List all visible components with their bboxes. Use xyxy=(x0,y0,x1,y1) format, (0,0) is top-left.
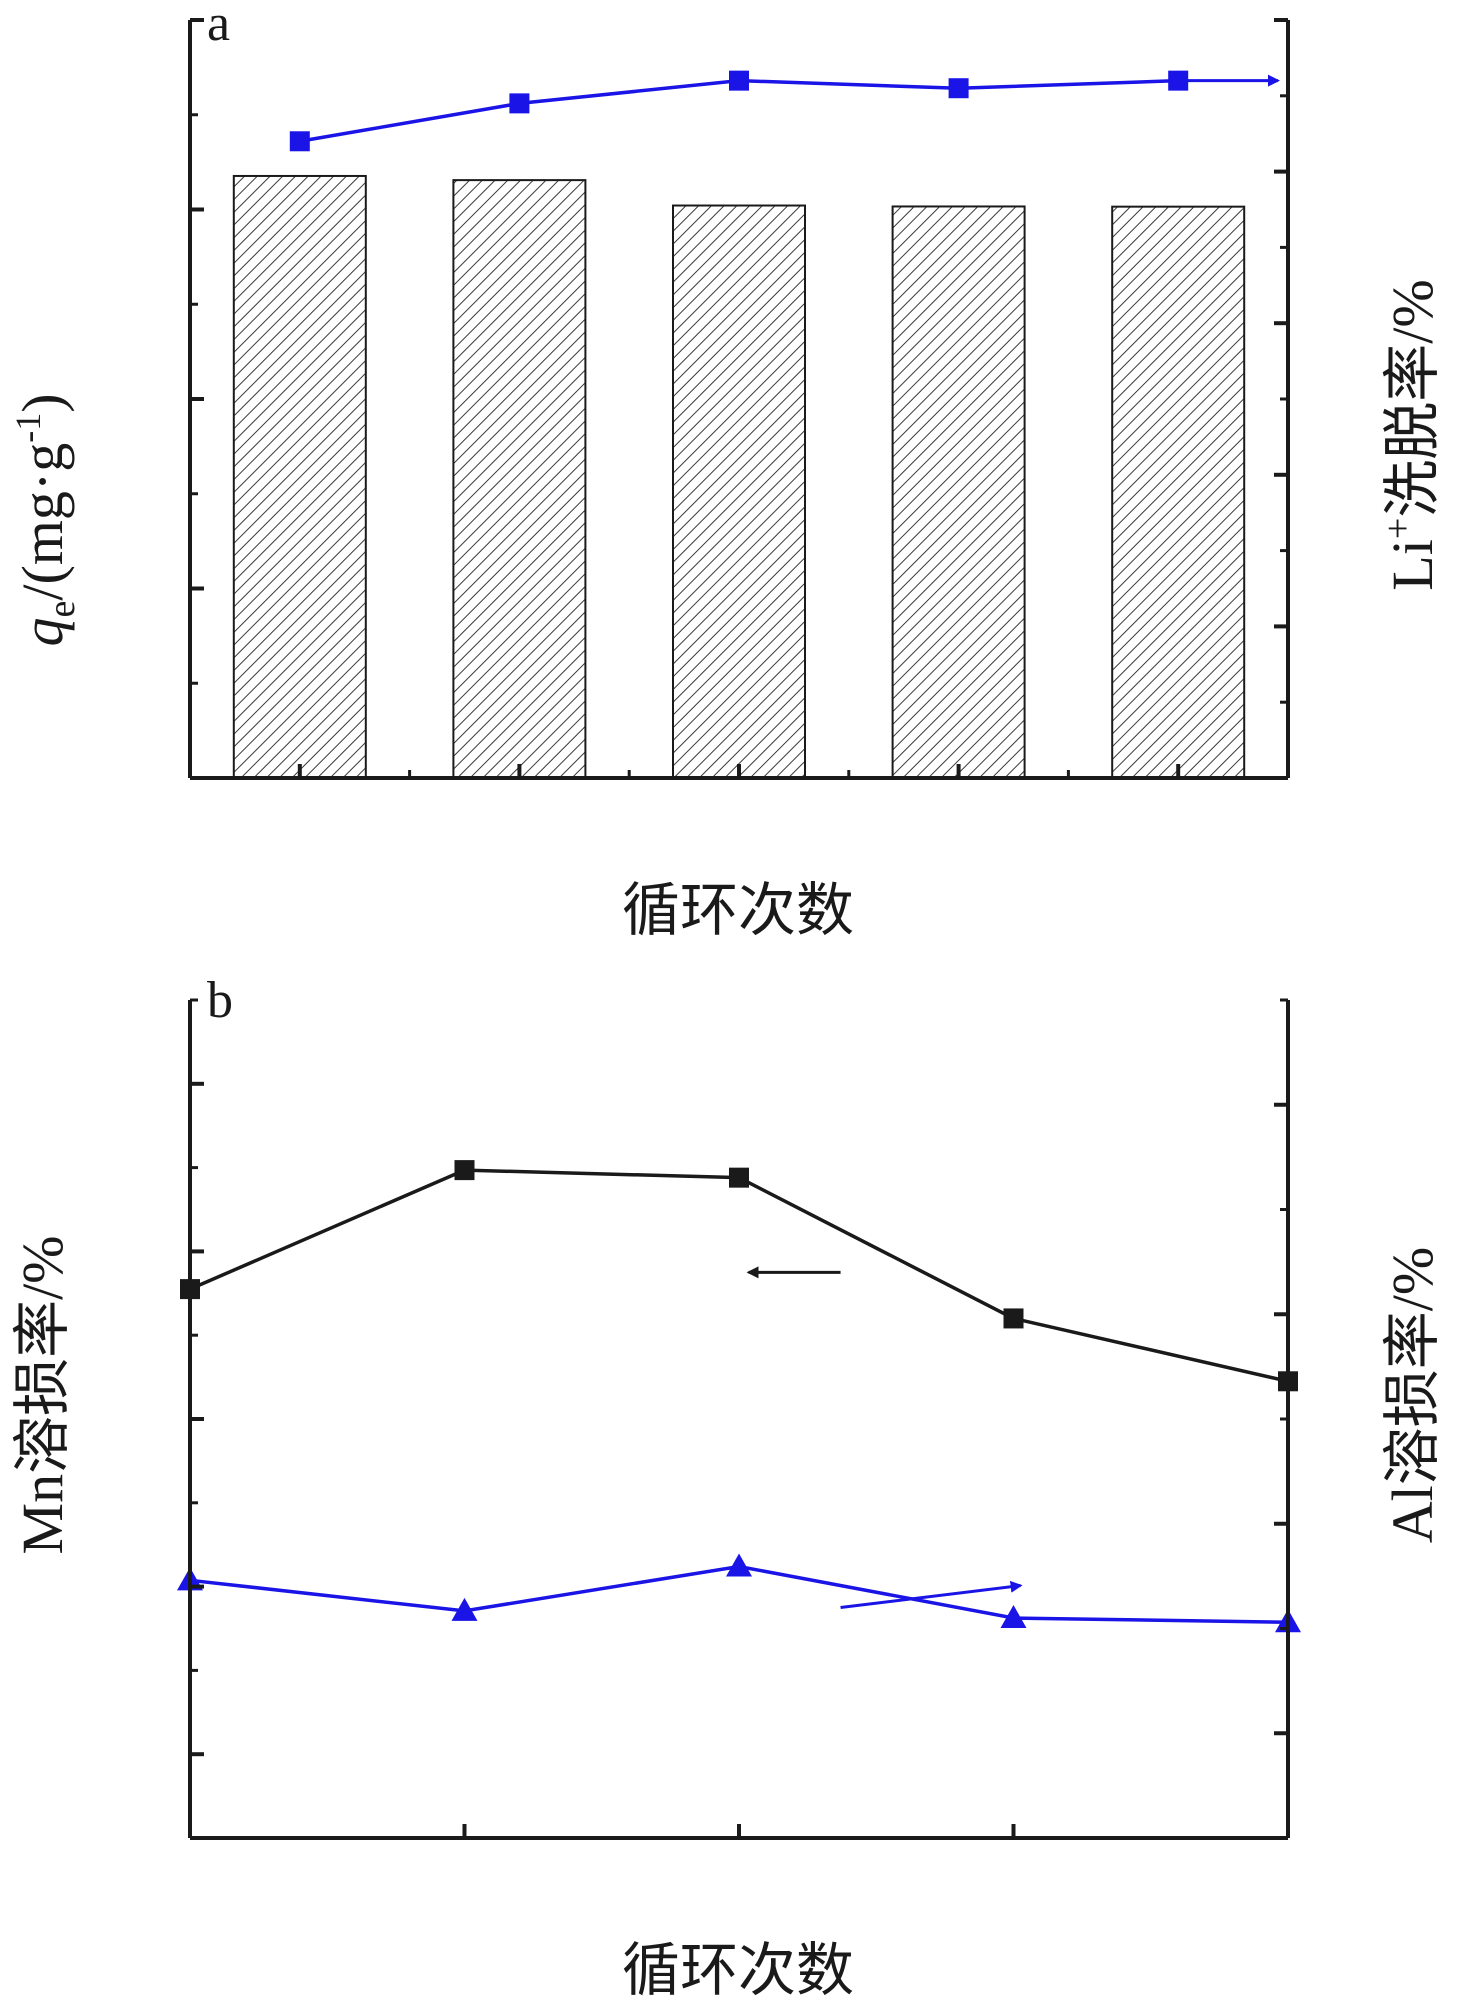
ylabel-left-unit-end: ) xyxy=(10,393,75,412)
ylabel-right-sup: + xyxy=(1377,518,1419,539)
ylabel-right-prefix: Li xyxy=(1380,539,1445,591)
elution-rate-series xyxy=(289,70,1280,152)
al-loss-marker-4 xyxy=(1000,1605,1027,1629)
panel-label-b: b xyxy=(207,972,233,1029)
panel-a-ylabel-right: Li+洗脱率/% xyxy=(1377,279,1445,590)
bar-1 xyxy=(232,174,367,779)
mn-loss-marker-4 xyxy=(1003,1308,1024,1329)
elution-rate-marker-4 xyxy=(948,78,969,99)
bar-4 xyxy=(891,205,1026,779)
ylabel-left-symbol: q xyxy=(10,618,75,647)
panel-b: b 循环次数 Mn溶损率/% Al溶损率/% xyxy=(10,972,1445,2003)
al-right-axis-arrow xyxy=(840,1580,1023,1610)
al-loss-marker-3 xyxy=(726,1553,752,1577)
panel-a-xlabel: 循环次数 xyxy=(622,878,854,943)
bar-2 xyxy=(452,179,587,779)
elution-rate-marker-1 xyxy=(289,131,310,152)
mn-loss-marker-3 xyxy=(729,1167,749,1188)
panel-a-ylabel-left: qe/(mg·g-1) xyxy=(8,393,83,646)
panel-b-series xyxy=(177,1160,1301,1633)
elution-rate-marker-2 xyxy=(509,93,530,114)
mn-loss-marker-2 xyxy=(454,1160,475,1181)
panel-a: a 循环次数 qe/(mg·g-1) Li+洗脱率/% xyxy=(8,0,1445,943)
bar-series xyxy=(232,174,1246,780)
bar-3 xyxy=(672,204,806,779)
panel-b-xlabel: 循环次数 xyxy=(622,1938,854,2003)
panel-b-axes xyxy=(188,998,1290,1840)
al-loss-marker-2 xyxy=(451,1597,478,1621)
ylabel-left-unit-sup: -1 xyxy=(8,413,48,443)
mn-loss-line xyxy=(189,1168,1289,1383)
panel-label-a: a xyxy=(207,0,230,52)
panel-b-ylabel-right: Al溶损率/% xyxy=(1380,1247,1445,1543)
ylabel-left-subscript: e xyxy=(41,601,83,618)
elution-rate-marker-5 xyxy=(1168,70,1189,91)
ylabel-left-unit: /(mg·g xyxy=(10,443,75,601)
elution-rate-marker-3 xyxy=(729,70,749,91)
panel-b-ylabel-left: Mn溶损率/% xyxy=(10,1235,75,1554)
ylabel-right-suffix: 洗脱率/% xyxy=(1380,279,1445,517)
bar-5 xyxy=(1111,205,1246,780)
panel-a-axes xyxy=(188,18,1290,780)
